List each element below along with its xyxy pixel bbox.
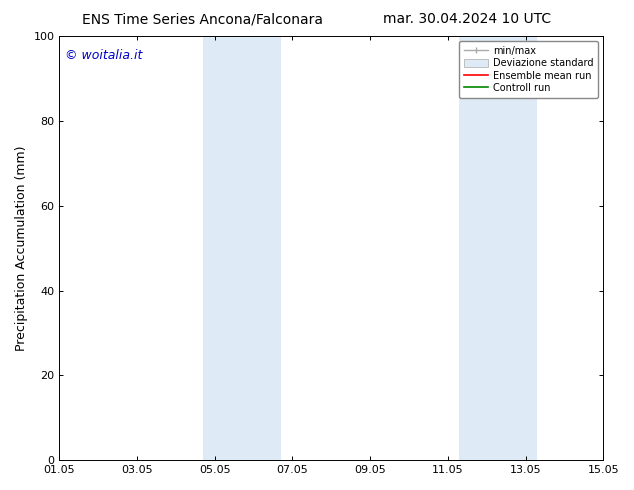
- Y-axis label: Precipitation Accumulation (mm): Precipitation Accumulation (mm): [15, 146, 28, 351]
- Text: mar. 30.04.2024 10 UTC: mar. 30.04.2024 10 UTC: [384, 12, 552, 26]
- Bar: [460, 36, 537, 460]
- Legend: min/max, Deviazione standard, Ensemble mean run, Controll run: min/max, Deviazione standard, Ensemble m…: [459, 41, 598, 98]
- Bar: [203, 36, 281, 460]
- Text: ENS Time Series Ancona/Falconara: ENS Time Series Ancona/Falconara: [82, 12, 323, 26]
- Text: © woitalia.it: © woitalia.it: [65, 49, 142, 62]
